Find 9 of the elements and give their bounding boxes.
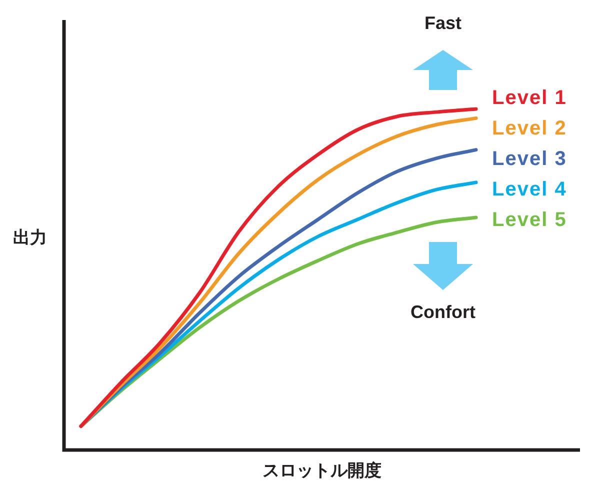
annotation: Confort [410, 302, 476, 322]
series-label: Level 4 [492, 178, 567, 200]
series-label: Level 1 [492, 87, 567, 109]
x-axis-title: スロットル開度 [262, 461, 382, 480]
series-label: Level 2 [492, 118, 567, 140]
series-label: Level 3 [492, 148, 567, 170]
series-label: Level 5 [492, 209, 567, 231]
y-axis-title: 出力 [13, 228, 47, 247]
text: Fast [424, 13, 462, 33]
